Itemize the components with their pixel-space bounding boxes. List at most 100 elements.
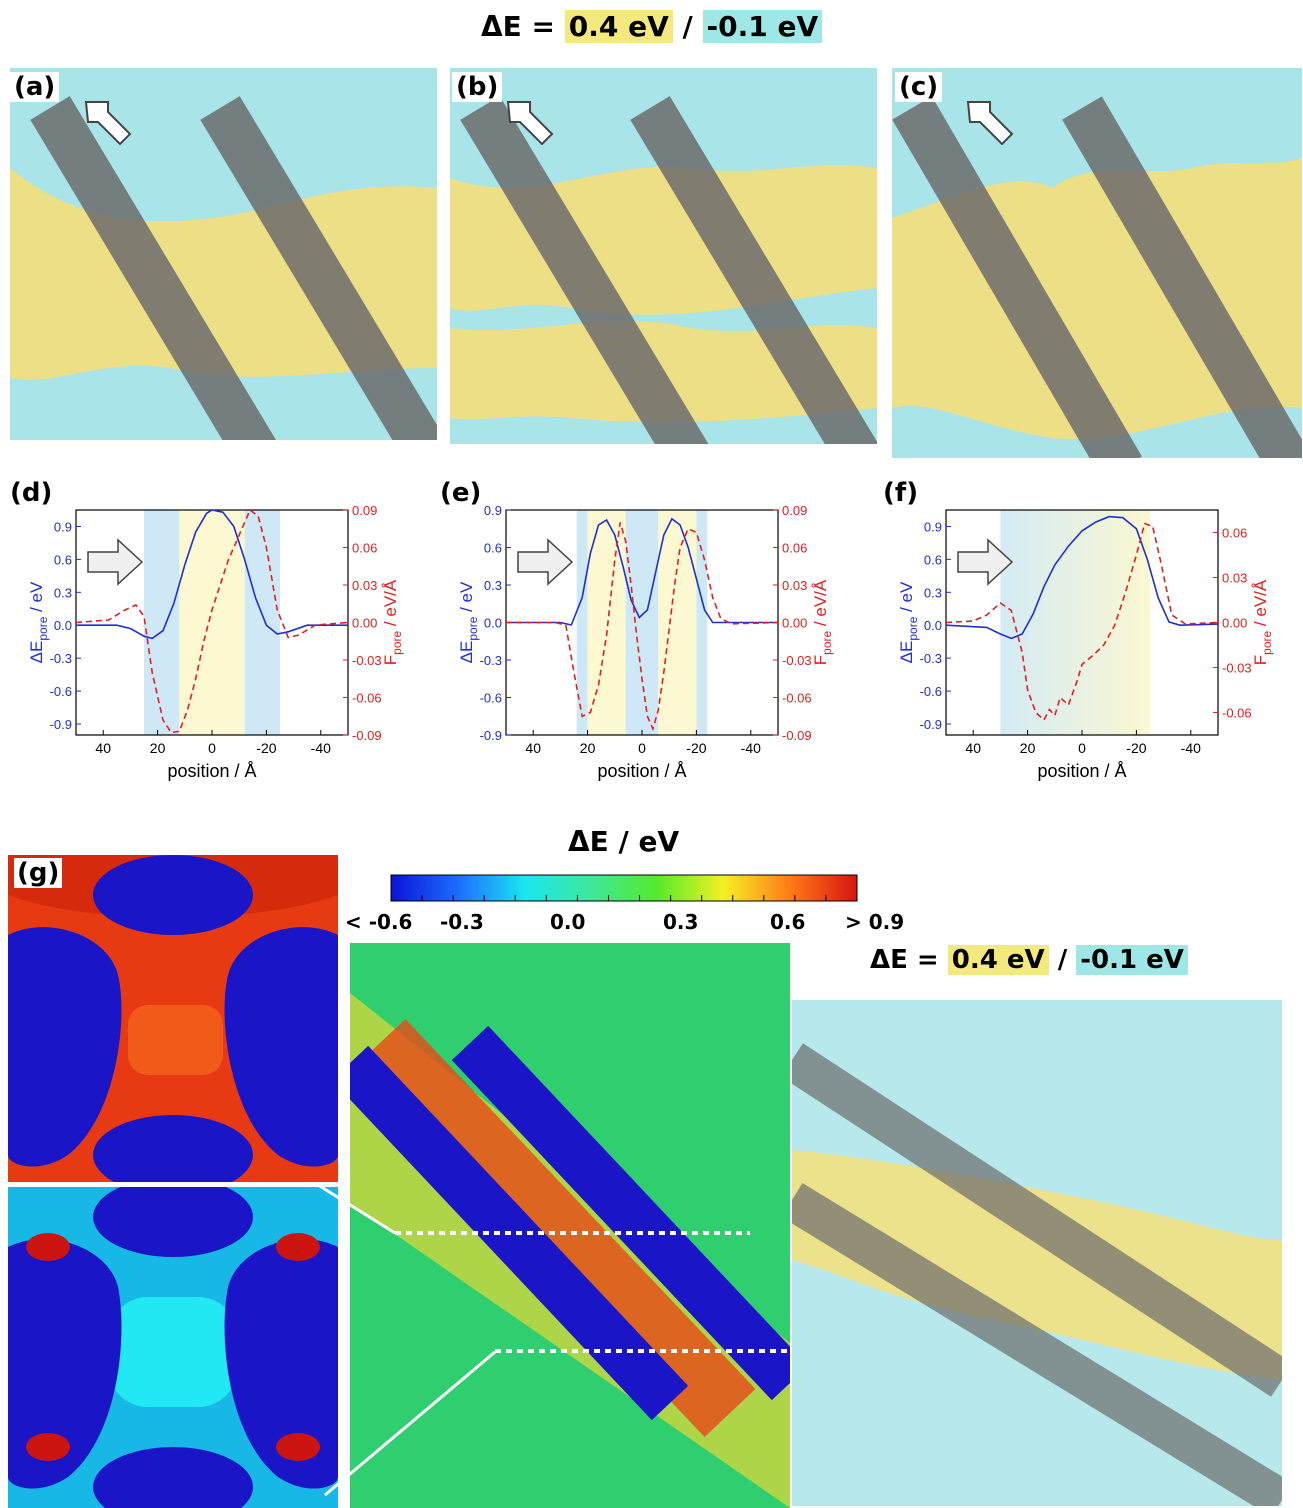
y-left-tick-label: 0.9 <box>924 519 942 534</box>
x-tick-label: 20 <box>580 740 596 756</box>
colorbar-tick-label: -0.3 <box>440 910 484 934</box>
y-left-tick-label: -0.3 <box>50 651 72 666</box>
shaded-band <box>696 510 708 735</box>
y-left-tick-label: 0.6 <box>924 552 942 567</box>
y-left-tick-label: -0.9 <box>480 728 502 743</box>
y-left-tick-label: 0.3 <box>924 585 942 600</box>
y-left-tick-label: -0.3 <box>480 653 502 668</box>
shaded-band <box>144 510 180 735</box>
x-tick-label: 40 <box>95 740 111 756</box>
x-axis-label: position / Å <box>167 761 256 781</box>
potential-map-cross-section <box>350 943 790 1508</box>
x-tick-label: -20 <box>1126 740 1146 756</box>
y-left-axis-label: ΔEpore / eV <box>30 581 50 663</box>
y-right-tick-label: 0.00 <box>1222 616 1247 631</box>
panel-label-f: (f) <box>883 478 919 508</box>
y-left-tick-label: -0.6 <box>920 684 942 699</box>
energy-curve <box>76 509 348 640</box>
energy-force-profile-f: 40 20 0 -20 -40 0.9 0.6 0.3 0.0 -0.3 -0.6 -0.9 0.06 0… <box>900 509 1274 781</box>
y-right-tick-label: 0.03 <box>1222 571 1247 586</box>
direction-arrow-icon <box>87 538 144 586</box>
direction-arrow-icon <box>506 101 554 146</box>
x-tick-label: 20 <box>1020 740 1036 756</box>
y-right-axis-label: Fpore / eV/Å <box>811 579 834 665</box>
shaded-band <box>587 510 626 735</box>
shaded-band <box>1000 510 1150 735</box>
energy-curve <box>945 515 1219 640</box>
y-right-tick-label: 0.06 <box>352 541 377 556</box>
y-left-tick-label: 0.0 <box>924 618 942 633</box>
x-tick-label: 40 <box>965 740 981 756</box>
force-curve <box>506 522 779 732</box>
y-left-tick-label: 0.3 <box>54 585 72 600</box>
y-left-tick-label: 0.9 <box>484 503 502 518</box>
y-right-tick-label: -0.03 <box>1222 661 1252 676</box>
isovalue-legend-g: ΔE = 0.4 eV / -0.1 eV <box>870 945 1188 975</box>
separator: / <box>672 10 703 43</box>
y-right-tick-label: -0.06 <box>352 691 382 706</box>
x-tick-label: 0 <box>1078 740 1086 756</box>
negative-isovalue-label: -0.1 eV <box>702 10 823 43</box>
colorbar-tick-labels: < -0.6 -0.3 0.0 0.3 0.6 > 0.9 <box>345 910 905 936</box>
y-left-tick-label: -0.6 <box>50 684 72 699</box>
positive-isovalue-label: 0.4 eV <box>564 10 673 43</box>
panel-label-b: (b) <box>452 72 503 102</box>
panel-label-e: (e) <box>440 478 482 508</box>
panel-label-c: (c) <box>895 72 943 102</box>
x-tick-label: -20 <box>256 740 276 756</box>
x-tick-label: 40 <box>525 740 541 756</box>
y-right-tick-label: 0.06 <box>782 541 807 556</box>
isosurface-panel-a <box>10 68 437 440</box>
energy-force-profile-d: 40 20 0 -20 -40 0.9 0.6 0.3 0.0 -0.3 -0.6 -0.9 0.09 0… <box>30 503 404 781</box>
y-right-tick-label: -0.06 <box>1222 706 1252 721</box>
energy-curve <box>506 517 778 626</box>
shaded-band <box>658 510 697 735</box>
y-left-axis-label: ΔEpore / eV <box>900 581 920 663</box>
y-right-tick-label: -0.03 <box>352 653 382 668</box>
y-left-tick-label: -0.6 <box>480 691 502 706</box>
shaded-band <box>625 510 659 735</box>
x-tick-label: -40 <box>311 740 331 756</box>
y-left-tick-label: 0.0 <box>54 618 72 633</box>
y-right-tick-label: 0.00 <box>352 616 377 631</box>
shaded-band <box>576 510 588 735</box>
shaded-band <box>244 510 280 735</box>
colorbar <box>390 874 858 902</box>
y-left-tick-label: 0.6 <box>54 552 72 567</box>
potential-map-top <box>8 855 338 1182</box>
y-right-tick-label: -0.06 <box>782 691 812 706</box>
negative-isovalue-label: -0.1 eV <box>1076 945 1188 975</box>
y-right-tick-label: -0.03 <box>782 653 812 668</box>
direction-arrow-icon <box>84 101 132 146</box>
y-right-tick-label: 0.03 <box>782 578 807 593</box>
panel-label-a: (a) <box>10 72 60 102</box>
y-right-tick-label: 0.09 <box>782 503 807 518</box>
potential-map-bottom <box>8 1187 338 1508</box>
y-left-axis-label: ΔEpore / eV <box>460 581 480 663</box>
y-left-tick-label: -0.9 <box>920 717 942 732</box>
y-left-tick-label: 0.0 <box>484 616 502 631</box>
colorbar-tick-label: > 0.9 <box>845 910 905 934</box>
x-axis-label: position / Å <box>597 761 686 781</box>
colorbar-title: ΔE / eV <box>568 825 680 858</box>
colorbar-tick-label: 0.3 <box>663 910 699 934</box>
separator: / <box>1048 945 1077 975</box>
direction-arrow-icon <box>517 538 574 586</box>
x-tick-label: -20 <box>686 740 706 756</box>
x-tick-label: 0 <box>638 740 646 756</box>
colorbar-tick-label: 0.0 <box>550 910 586 934</box>
y-right-tick-label: -0.09 <box>352 728 382 743</box>
x-axis-label: position / Å <box>1037 761 1126 781</box>
isosurface-panel-c <box>892 68 1302 458</box>
energy-force-profile-e: 40 20 0 -20 -40 0.9 0.6 0.3 0.0 -0.3 -0.6 -0.9 0.09 0… <box>460 503 834 781</box>
y-right-tick-label: 0.06 <box>1222 526 1247 541</box>
x-tick-label: -40 <box>741 740 761 756</box>
panel-label-g: (g) <box>14 858 63 888</box>
force-curve <box>945 522 1219 722</box>
y-right-tick-label: 0.00 <box>782 616 807 631</box>
y-left-tick-label: -0.3 <box>920 651 942 666</box>
y-right-axis-label: Fpore / eV/Å <box>381 579 404 665</box>
figure-title-legend: ΔE = 0.4 eV / -0.1 eV <box>481 10 823 43</box>
direction-arrow-icon <box>957 538 1014 586</box>
positive-isovalue-label: 0.4 eV <box>947 945 1049 975</box>
